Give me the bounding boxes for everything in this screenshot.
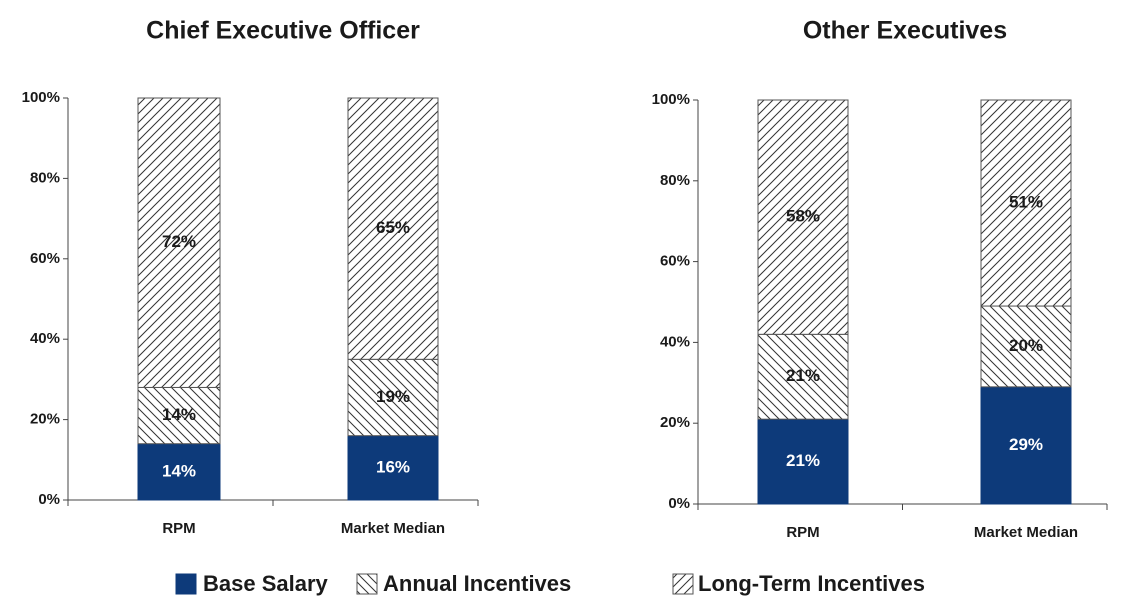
y-tick-label: 20% <box>660 414 690 431</box>
bar-segment <box>137 97 221 388</box>
chart-title: Chief Executive Officer <box>146 17 420 45</box>
bar-segment <box>137 443 221 501</box>
value-label: 72% <box>162 232 196 251</box>
y-tick-label: 100% <box>652 91 690 108</box>
x-tick-label: RPM <box>162 520 195 537</box>
y-tick-label: 20% <box>30 411 60 428</box>
y-tick-label: 0% <box>668 495 690 512</box>
value-label: 65% <box>376 218 410 237</box>
y-tick-label: 40% <box>30 330 60 347</box>
chart-title: Other Executives <box>803 17 1007 45</box>
legend-label: Annual Incentives <box>383 571 571 596</box>
y-tick-label: 100% <box>22 89 60 106</box>
value-label: 16% <box>376 457 410 476</box>
bar-segment <box>980 305 1072 388</box>
bar-segment <box>347 435 439 501</box>
value-label: 58% <box>786 207 820 226</box>
legend-swatch <box>175 573 197 595</box>
bar-segment <box>757 99 849 335</box>
y-tick-label: 60% <box>660 253 690 270</box>
y-tick-label: 40% <box>660 333 690 350</box>
value-label: 21% <box>786 366 820 385</box>
x-tick-label: RPM <box>786 524 819 541</box>
value-label: 14% <box>162 461 196 480</box>
legend-label: Base Salary <box>203 571 329 596</box>
x-tick-label: Market Median <box>341 520 445 537</box>
value-label: 29% <box>1009 435 1043 454</box>
y-tick-label: 80% <box>30 169 60 186</box>
value-label: 51% <box>1009 193 1043 212</box>
value-label: 14% <box>162 405 196 424</box>
x-tick-label: Market Median <box>974 524 1078 541</box>
value-label: 20% <box>1009 336 1043 355</box>
legend-swatch <box>672 573 694 595</box>
bar-segment <box>347 358 439 437</box>
y-tick-label: 0% <box>38 491 60 508</box>
legend-swatch <box>356 573 378 595</box>
bar-segment <box>980 99 1072 307</box>
legend-label: Long-Term Incentives <box>698 571 925 596</box>
value-label: 19% <box>376 387 410 406</box>
bar-segment <box>137 386 221 445</box>
bar-segment <box>757 418 849 505</box>
y-tick-label: 60% <box>30 250 60 267</box>
bar-segment <box>980 386 1072 505</box>
bar-segment <box>347 97 439 360</box>
value-label: 21% <box>786 451 820 470</box>
y-tick-label: 80% <box>660 172 690 189</box>
